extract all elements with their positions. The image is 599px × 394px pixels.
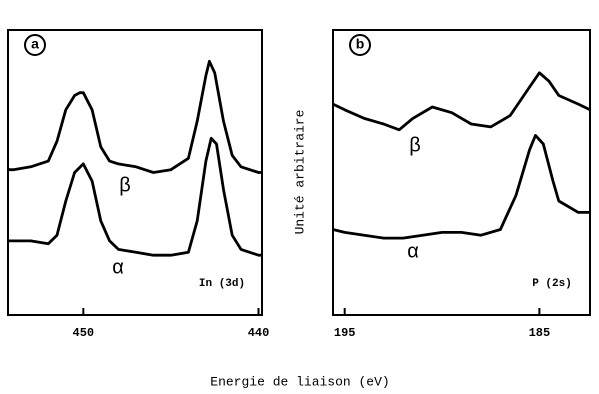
annotation: In (3d) xyxy=(199,278,245,290)
curve-label: α xyxy=(112,256,124,278)
spectrum-line xyxy=(8,136,262,257)
x-tick-label: 195 xyxy=(334,326,356,340)
plot-frame xyxy=(7,29,263,316)
y-axis-label: Unité arbitraire xyxy=(292,110,307,235)
x-axis-label: Energie de liaison (eV) xyxy=(210,374,389,389)
panel-badge xyxy=(349,34,371,56)
x-tick-label: 185 xyxy=(529,326,551,340)
curve-label: β xyxy=(119,174,131,196)
x-tick-label: 440 xyxy=(248,326,270,340)
annotation: P (2s) xyxy=(532,278,572,290)
spectrum-line xyxy=(332,134,590,240)
curve-label: β xyxy=(409,134,421,156)
curve-label: α xyxy=(407,240,419,262)
spectrum-line xyxy=(8,59,262,174)
panel-label: b xyxy=(356,36,365,52)
panel-label: a xyxy=(31,36,39,52)
x-tick-label: 450 xyxy=(73,326,95,340)
plot-frame xyxy=(332,29,591,316)
spectrum-line xyxy=(332,71,591,132)
panel-badge xyxy=(24,34,46,56)
